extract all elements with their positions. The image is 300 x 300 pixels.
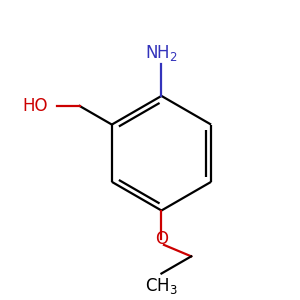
Text: NH$_2$: NH$_2$ [145, 43, 178, 63]
Text: CH$_3$: CH$_3$ [145, 276, 178, 296]
Text: O: O [155, 230, 168, 248]
Text: HO: HO [22, 97, 48, 115]
